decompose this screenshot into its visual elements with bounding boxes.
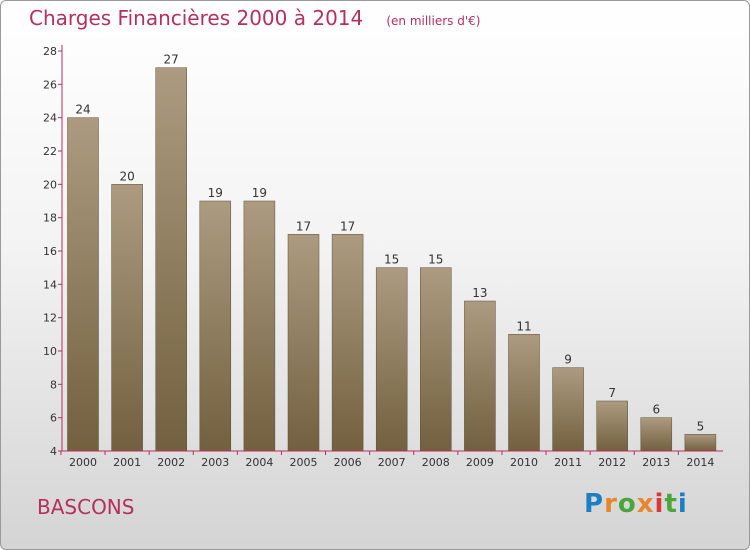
x-tick-label-2008: 2008 [422,456,450,469]
y-tick-label-10: 10 [43,345,57,358]
logo-letter: x [636,489,655,519]
bar-2011 [552,367,584,452]
y-tick-label-4: 4 [50,445,57,458]
y-tick-label-12: 12 [43,312,57,325]
logo-letter: i [654,489,665,519]
data-label-2006: 17 [340,219,355,233]
logo-letter: P [584,489,605,519]
bar-2014 [684,434,717,452]
x-tick-label-2003: 2003 [201,456,229,469]
x-tick-label-2002: 2002 [157,456,185,469]
y-tick-label-22: 22 [43,145,57,158]
bar-2005 [287,234,320,452]
bars-group [67,67,717,452]
data-label-2013: 6 [652,403,660,417]
title-row: Charges Financières 2000 à 2014 (en mill… [29,6,480,30]
y-tick-label-6: 6 [50,412,57,425]
x-tick-label-2006: 2006 [334,456,362,469]
data-label-2003: 19 [208,186,223,200]
data-label-2000: 24 [75,103,90,117]
x-tick-label-2001: 2001 [113,456,141,469]
town-name: BASCONS [37,495,135,519]
bar-2008 [420,267,452,452]
proxiti-logo: Proxiti [584,489,688,519]
bar-2002 [155,67,187,452]
data-label-2007: 15 [384,253,399,267]
y-tick-label-18: 18 [43,212,57,225]
x-tick-label-2004: 2004 [245,456,273,469]
data-label-2010: 11 [516,319,531,333]
bar-2006 [331,234,364,452]
data-label-2004: 19 [252,186,267,200]
y-tick-label-16: 16 [43,245,57,258]
bar-2001 [111,184,143,452]
x-tick-label-2010: 2010 [510,456,538,469]
x-tick-label-2009: 2009 [466,456,494,469]
bar-2004 [243,200,276,452]
bar-2013 [640,417,673,452]
x-tick-label-2014: 2014 [686,456,714,469]
y-tick-label-20: 20 [43,178,57,191]
chart-subtitle: (en milliers d'€) [386,14,481,28]
logo-letter: i [677,489,688,519]
data-label-2001: 20 [119,169,134,183]
x-tick-label-2011: 2011 [554,456,582,469]
y-tick-label-8: 8 [50,378,57,391]
y-tick-label-26: 26 [43,78,57,91]
y-tick-label-24: 24 [43,112,57,125]
data-label-2002: 27 [164,53,179,67]
x-tick-label-2007: 2007 [378,456,406,469]
logo-letter: t [664,489,678,519]
bar-2009 [464,300,496,452]
logo-letter: r [604,489,618,519]
x-tick-label-2000: 2000 [69,456,97,469]
x-tick-label-2012: 2012 [598,456,626,469]
axes-group [58,45,723,455]
y-tick-label-28: 28 [43,45,57,58]
x-tick-label-2013: 2013 [642,456,670,469]
chart-title: Charges Financières 2000 à 2014 [29,6,364,30]
data-label-2012: 7 [608,386,616,400]
data-label-2008: 15 [428,253,443,267]
bar-2003 [199,200,232,452]
bar-2012 [596,400,628,452]
data-label-2014: 5 [697,419,705,433]
y-tick-label-14: 14 [43,278,57,291]
data-label-2011: 9 [564,353,572,367]
bar-2000 [67,117,99,452]
logo-letter: o [617,489,637,519]
data-label-2005: 17 [296,219,311,233]
labels-group: 24 2000 20 2001 27 2002 19 2003 19 2004 17 2005 17 20… [43,45,714,469]
x-tick-label-2005: 2005 [290,456,318,469]
bar-2010 [508,334,540,452]
bar-2007 [375,267,408,452]
data-label-2009: 13 [472,286,487,300]
